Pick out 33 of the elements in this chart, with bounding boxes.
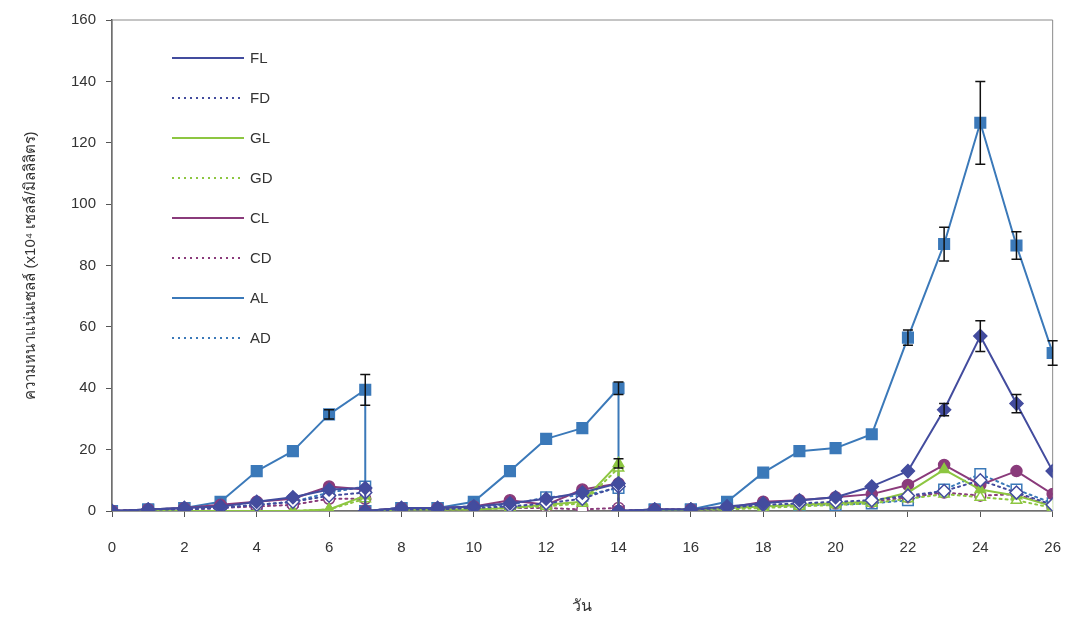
legend-label: FL (250, 49, 268, 67)
legend-label: GL (250, 129, 271, 147)
x-tick-label: 24 (971, 538, 989, 556)
y-tick-label: 0 (87, 501, 96, 519)
y-tick-label: 60 (79, 317, 96, 335)
legend-label: CL (250, 209, 270, 227)
x-tick-label: 12 (537, 538, 555, 556)
x-tick-label: 20 (827, 538, 844, 556)
x-tick-label: 10 (465, 538, 483, 556)
x-tick-label: 18 (754, 538, 772, 556)
y-axis-title: ความหนาแน่นเซลล์ (x10⁴ เซลล์/มิลลิลิตร) (21, 131, 39, 400)
x-tick-label: 4 (252, 538, 261, 556)
x-tick-label: 14 (610, 538, 627, 556)
x-tick-label: 0 (107, 538, 117, 556)
legend-label: FD (250, 89, 271, 107)
x-tick-label: 22 (899, 538, 917, 556)
x-tick-label: 16 (682, 538, 700, 556)
y-tick-label: 20 (79, 439, 96, 457)
x-tick-label: 2 (180, 538, 189, 556)
x-tick-label: 6 (324, 538, 334, 556)
x-tick-label: 26 (1044, 538, 1061, 556)
x-tick-label: 8 (397, 538, 406, 556)
legend-label: CD (250, 249, 272, 267)
legend-label: AD (250, 329, 271, 347)
legend-label: AL (250, 289, 269, 307)
y-tick-label: 160 (70, 10, 96, 28)
y-tick-label: 100 (70, 194, 96, 212)
y-tick-label: 40 (79, 378, 96, 396)
x-axis-title: วัน (572, 596, 593, 614)
y-tick-label: 80 (79, 255, 96, 273)
y-tick-label: 120 (70, 132, 96, 150)
legend-label: GD (250, 169, 273, 187)
y-tick-label: 140 (70, 71, 96, 89)
